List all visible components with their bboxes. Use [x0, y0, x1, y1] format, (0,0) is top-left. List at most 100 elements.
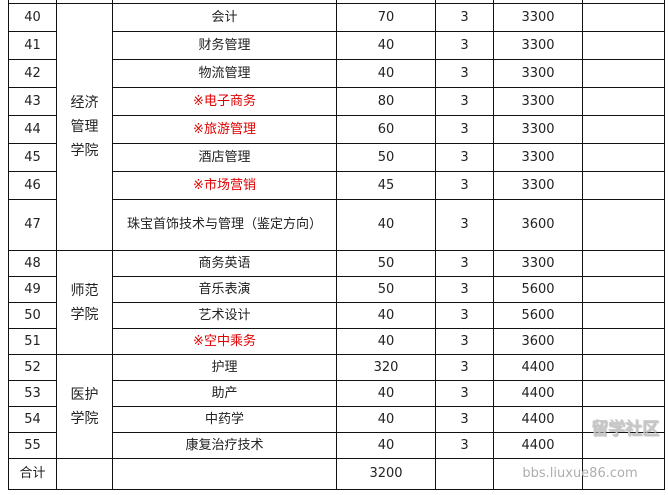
remarks: [582, 406, 665, 433]
table-row: 52 医护学院 护理 320 3 4400: [8, 354, 665, 459]
study-years: 3: [435, 115, 494, 144]
table-row: 40 经济管理学院 会计 70 3 3300: [8, 3, 665, 251]
total-count: 3200: [336, 458, 436, 490]
remarks: [582, 59, 665, 88]
tuition-fee: 3300: [493, 87, 583, 116]
study-years: 3: [435, 59, 494, 88]
row-number: 47: [8, 199, 57, 251]
tuition-fee: 3300: [493, 3, 583, 32]
row-number: 55: [8, 432, 57, 459]
remarks: [582, 87, 665, 116]
row-number: 50: [8, 302, 57, 329]
major-name: 护理: [112, 354, 337, 381]
table-row: 43 ※电子商务 80 3 3300: [8, 87, 665, 116]
table-row: 47 珠宝首饰技术与管理（鉴定方向） 40 3 3600: [8, 199, 665, 251]
major-name: ※市场营销: [112, 171, 337, 200]
college-name: 师范学院: [70, 282, 99, 323]
empty-cell: [56, 458, 113, 490]
major-name: 康复治疗技术: [112, 432, 337, 459]
row-number: 44: [8, 115, 57, 144]
tuition-fee: 4400: [493, 354, 583, 381]
college-cell: 经济管理学院: [56, 3, 113, 251]
row-number: 49: [8, 276, 57, 303]
table-row: 53 助产 40 3 4400: [8, 380, 665, 407]
enrollment-count: 40: [336, 380, 436, 407]
enrollment-count: 50: [336, 143, 436, 172]
row-number: 53: [8, 380, 57, 407]
major-name: ※空中乘务: [112, 328, 337, 355]
enrollment-count: 70: [336, 3, 436, 32]
tuition-fee: 3600: [493, 328, 583, 355]
college-cell: 师范学院: [56, 250, 113, 355]
tuition-fee: 3300: [493, 143, 583, 172]
tuition-fee: 4400: [493, 432, 583, 459]
tuition-fee: 4400: [493, 380, 583, 407]
table-row: 46 ※市场营销 45 3 3300: [8, 171, 665, 200]
major-name: ※电子商务: [112, 87, 337, 116]
row-number: 51: [8, 328, 57, 355]
enrollment-count: 40: [336, 406, 436, 433]
study-years: 3: [435, 31, 494, 60]
major-name: 珠宝首饰技术与管理（鉴定方向）: [112, 199, 337, 251]
remarks: [582, 250, 665, 277]
enrollment-count: 40: [336, 59, 436, 88]
row-number: 45: [8, 143, 57, 172]
tuition-fee: 3300: [493, 59, 583, 88]
row-number: 43: [8, 87, 57, 116]
study-years: 3: [435, 406, 494, 433]
major-name: 商务英语: [112, 250, 337, 277]
empty-cell: [582, 458, 665, 490]
empty-cell: [493, 458, 583, 490]
college-name: 医护学院: [70, 386, 99, 427]
row-number: 42: [8, 59, 57, 88]
major-name: 会计: [112, 3, 337, 32]
remarks: [582, 115, 665, 144]
study-years: 3: [435, 302, 494, 329]
remarks: [582, 171, 665, 200]
empty-cell: [112, 458, 337, 490]
remarks: [582, 380, 665, 407]
enrollment-count: 40: [336, 302, 436, 329]
table-row: 42 物流管理 40 3 3300: [8, 59, 665, 88]
row-number: 54: [8, 406, 57, 433]
major-name: 物流管理: [112, 59, 337, 88]
study-years: 3: [435, 171, 494, 200]
tuition-fee: 3300: [493, 250, 583, 277]
remarks: [582, 432, 665, 459]
enrollment-count: 45: [336, 171, 436, 200]
tuition-fee: 5600: [493, 302, 583, 329]
study-years: 3: [435, 276, 494, 303]
row-number: 48: [8, 250, 57, 277]
major-name: 艺术设计: [112, 302, 337, 329]
enrollment-count: 50: [336, 276, 436, 303]
remarks: [582, 143, 665, 172]
remarks: [582, 354, 665, 381]
study-years: 3: [435, 250, 494, 277]
major-name: 酒店管理: [112, 143, 337, 172]
enrollment-count: 40: [336, 31, 436, 60]
enrollment-count: 40: [336, 432, 436, 459]
row-number: 40: [8, 3, 57, 32]
enrollment-count: 40: [336, 328, 436, 355]
college-name: 经济管理学院: [70, 95, 99, 159]
row-number: 41: [8, 31, 57, 60]
study-years: 3: [435, 199, 494, 251]
remarks: [582, 302, 665, 329]
enrollment-count: 40: [336, 199, 436, 251]
table-row: 50 艺术设计 40 3 5600: [8, 302, 665, 329]
enrollment-table: 40 经济管理学院 会计 70 3 3300 41 财务管理 40 3 3300 42 物流管理 40 3 3…: [8, 0, 665, 490]
remarks: [582, 199, 665, 251]
row-number: 52: [8, 354, 57, 381]
row-number: 46: [8, 171, 57, 200]
total-label: 合计: [8, 458, 57, 490]
study-years: 3: [435, 328, 494, 355]
empty-cell: [435, 458, 494, 490]
tuition-fee: 3600: [493, 199, 583, 251]
major-name: 助产: [112, 380, 337, 407]
study-years: 3: [435, 380, 494, 407]
tuition-fee: 3300: [493, 31, 583, 60]
major-name: 中药学: [112, 406, 337, 433]
remarks: [582, 328, 665, 355]
study-years: 3: [435, 87, 494, 116]
tuition-fee: 4400: [493, 406, 583, 433]
